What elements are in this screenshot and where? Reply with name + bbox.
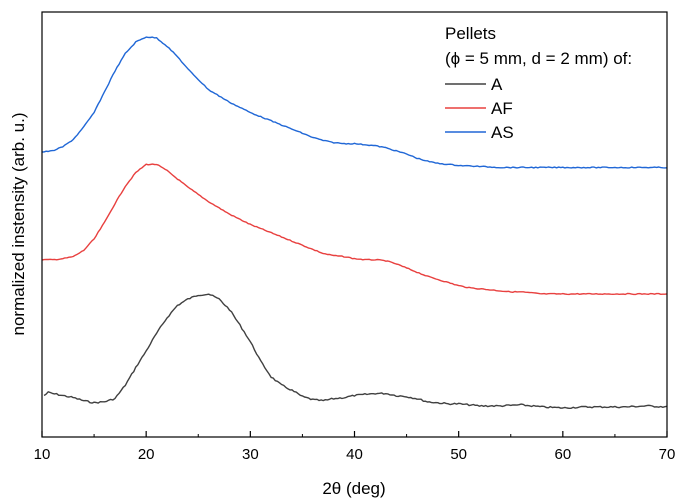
x-axis-label: 2θ (deg) — [322, 479, 385, 498]
x-tick-label-10: 10 — [34, 446, 51, 463]
y-axis-label: normalized instensity (arb. u.) — [9, 113, 28, 336]
x-tick-label-60: 60 — [554, 446, 571, 463]
series-line-af — [41, 163, 668, 296]
x-tick-label-50: 50 — [450, 446, 467, 463]
x-tick-label-30: 30 — [242, 446, 259, 463]
legend-title-line2: (ϕ = 5 mm, d = 2 mm) of: — [445, 49, 632, 68]
x-axis-ticks: 10 20 30 40 50 60 70 — [34, 431, 676, 463]
x-tick-label-70: 70 — [659, 446, 676, 463]
plot-frame — [41, 11, 668, 438]
legend-label-a: A — [491, 75, 503, 94]
series-line-as — [41, 36, 668, 169]
legend-label-af: AF — [491, 99, 513, 118]
plot-lines — [41, 36, 668, 409]
legend: Pellets (ϕ = 5 mm, d = 2 mm) of: A AF AS — [445, 24, 632, 142]
x-tick-label-20: 20 — [138, 446, 155, 463]
legend-title-line1: Pellets — [445, 24, 496, 43]
x-tick-label-40: 40 — [346, 446, 363, 463]
legend-label-as: AS — [491, 123, 514, 142]
series-line-a — [43, 293, 668, 409]
legend-entries: A AF AS — [445, 75, 514, 142]
